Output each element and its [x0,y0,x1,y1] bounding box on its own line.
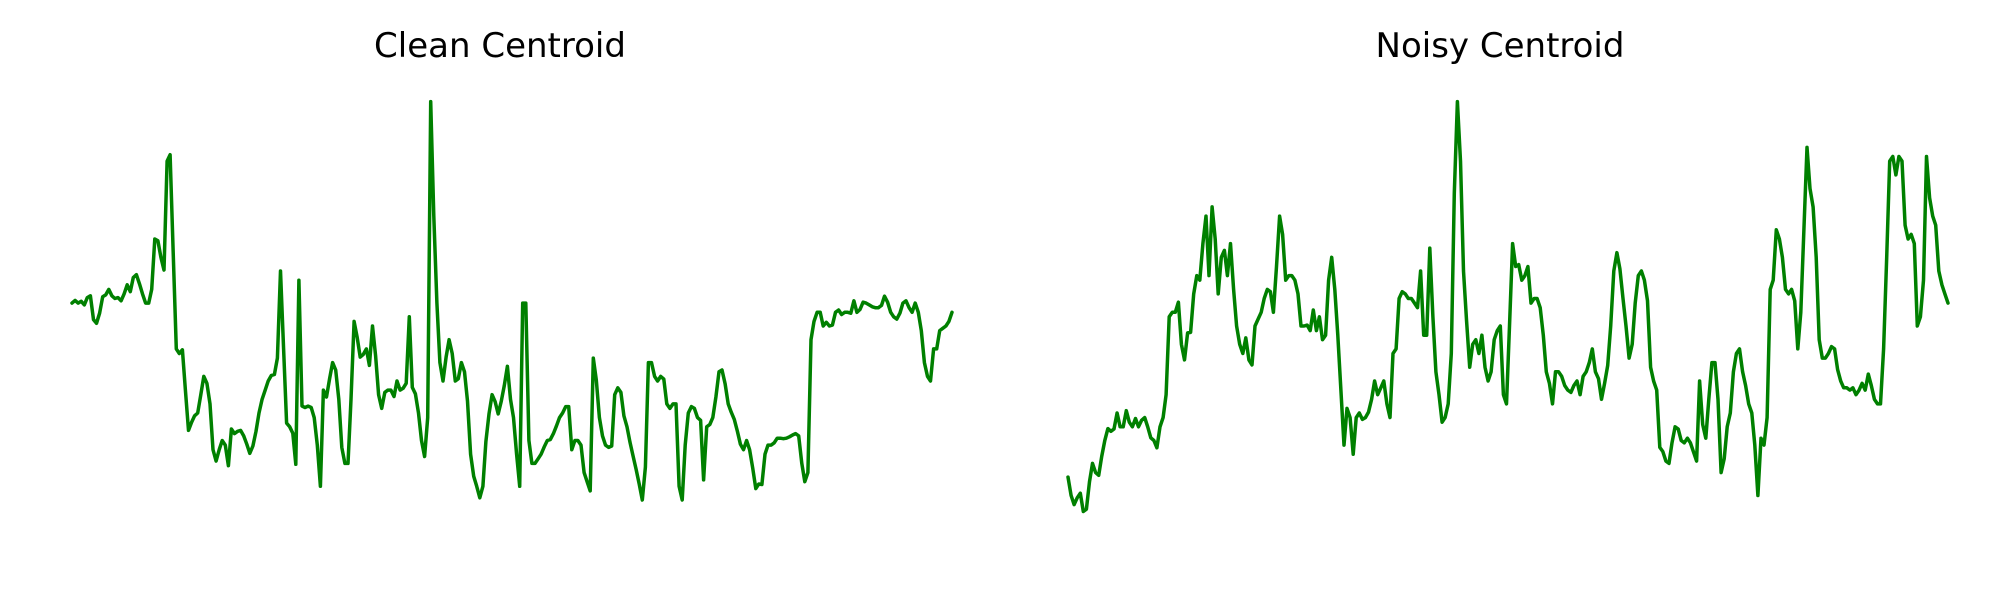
series-line [70,99,954,502]
chart-plot-area-clean [70,99,954,502]
series-line [1066,99,1950,514]
chart-title: Noisy Centroid [1375,26,1625,66]
chart-title: Clean Centroid [374,26,626,66]
chart-plot-area-noisy [1066,99,1950,514]
chart-panel-clean: Clean Centroid [70,26,954,502]
chart-panel-noisy: Noisy Centroid [1000,0,2000,600]
